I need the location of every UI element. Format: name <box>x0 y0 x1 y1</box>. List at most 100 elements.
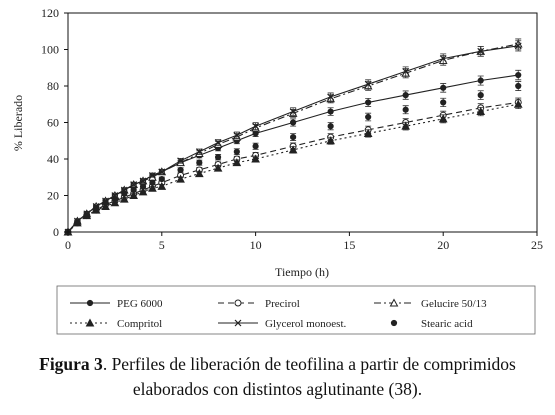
data-point <box>214 139 222 146</box>
legend-entry: Glycerol monoest. <box>218 318 347 330</box>
legend-marker <box>85 318 95 327</box>
data-point <box>290 119 297 126</box>
legend-entry: Compritol <box>70 318 162 330</box>
figure-caption-text: . Perfiles de liberación de teofilina a … <box>102 354 516 399</box>
data-point <box>477 92 484 99</box>
data-point <box>402 92 409 99</box>
legend-marker <box>234 299 242 307</box>
data-point <box>196 159 203 166</box>
data-point <box>101 201 110 210</box>
legend-label: Precirol <box>265 298 300 310</box>
data-point <box>102 199 109 206</box>
data-point <box>130 181 138 188</box>
legend-marker <box>389 298 399 307</box>
data-point <box>439 55 447 63</box>
data-point <box>233 148 240 155</box>
data-point <box>477 47 485 55</box>
data-point <box>252 122 260 130</box>
data-point <box>327 108 334 115</box>
legend-label: Stearic acid <box>421 318 473 330</box>
data-point <box>401 121 411 130</box>
data-point <box>214 154 222 161</box>
y-tick-label: 60 <box>47 116 59 130</box>
data-point <box>402 67 410 75</box>
data-point <box>327 93 335 101</box>
data-point <box>177 166 184 174</box>
legend-entry: Gelucire 50/13 <box>374 298 487 310</box>
x-tick-label: 0 <box>65 238 71 252</box>
series-4 <box>64 40 522 236</box>
data-point <box>139 183 147 190</box>
data-point <box>110 198 120 207</box>
y-tick-label: 0 <box>53 225 59 239</box>
data-point <box>513 99 523 108</box>
legend-entry: Precirol <box>218 298 300 310</box>
data-point <box>363 128 373 137</box>
legend-entry: Stearic acid <box>390 318 473 330</box>
figure-caption: Figura 3. Perfiles de liberación de teof… <box>0 352 555 402</box>
series-line <box>67 101 519 233</box>
data-point <box>130 186 137 194</box>
data-point <box>232 158 242 167</box>
legend-marker <box>390 319 398 327</box>
figure-label: Figura 3 <box>39 354 103 374</box>
legend-label: Glycerol monoest. <box>265 318 347 330</box>
legend-label: PEG 6000 <box>117 298 163 310</box>
data-point <box>148 172 156 179</box>
data-point <box>176 174 185 183</box>
data-point <box>148 183 157 192</box>
data-point <box>251 154 260 163</box>
data-point <box>514 42 522 50</box>
data-point <box>515 82 522 90</box>
data-point <box>119 194 129 203</box>
data-point <box>177 157 184 165</box>
data-point <box>195 148 203 156</box>
data-point <box>129 190 138 199</box>
data-point <box>402 106 409 113</box>
release-profile-chart: 0 20 40 60 80 100 120 0 5 10 15 20 25 % Liberado Tie… <box>11 6 543 335</box>
data-point <box>365 99 372 106</box>
data-point <box>139 177 147 185</box>
legend-box <box>56 285 536 335</box>
legend-marker <box>234 319 242 327</box>
legend-marker <box>86 299 94 307</box>
data-point <box>438 114 448 123</box>
data-point <box>440 84 447 91</box>
data-point <box>233 131 241 139</box>
series-5 <box>64 81 522 236</box>
legend-entry: PEG 6000 <box>70 298 163 310</box>
legend: PEG 6000 Precirol Gelucire 50/13 Compritol G… <box>56 285 536 335</box>
data-point <box>149 179 156 186</box>
plot-frame <box>67 12 538 233</box>
data-point <box>289 108 297 115</box>
x-tick-label: 10 <box>250 238 262 252</box>
data-point <box>138 187 148 196</box>
data-point <box>364 80 372 88</box>
x-tick-label: 25 <box>531 238 543 252</box>
legend-label: Compritol <box>117 318 162 330</box>
x-tick-label: 5 <box>159 238 165 252</box>
data-point <box>515 71 522 79</box>
data-point <box>327 123 334 130</box>
data-point <box>252 143 259 150</box>
data-point <box>121 190 128 197</box>
data-point <box>157 181 167 190</box>
data-point <box>290 134 297 141</box>
data-point <box>440 99 447 106</box>
y-tick-label: 40 <box>47 152 59 166</box>
data-point <box>158 168 166 176</box>
data-point <box>83 212 90 219</box>
legend-label: Gelucire 50/13 <box>421 298 487 310</box>
x-tick-label: 20 <box>437 238 449 252</box>
data-point <box>111 196 119 203</box>
data-point <box>158 175 165 183</box>
axes: 0 20 40 60 80 100 120 0 5 10 15 20 25 <box>41 6 543 252</box>
data-point <box>93 205 100 212</box>
data-point <box>194 169 204 178</box>
y-axis-label: % Liberado <box>11 95 25 151</box>
y-tick-label: 20 <box>47 189 59 203</box>
y-tick-label: 100 <box>41 43 59 57</box>
y-tick-label: 120 <box>41 6 59 20</box>
x-tick-label: 15 <box>343 238 355 252</box>
data-point <box>365 113 372 121</box>
